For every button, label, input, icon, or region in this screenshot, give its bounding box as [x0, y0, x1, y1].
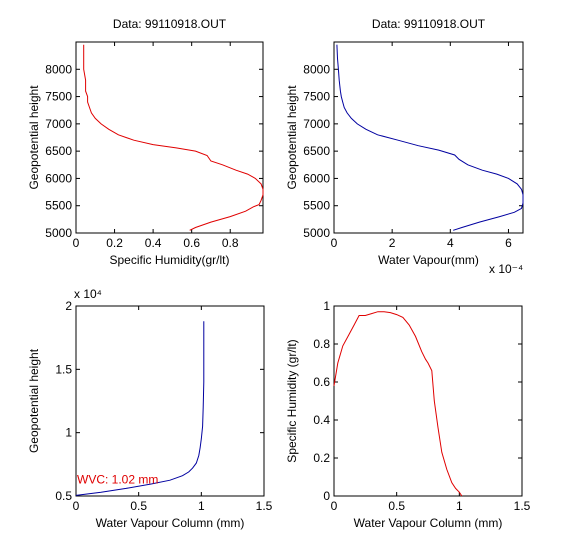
y-tick-label: 0.5 — [55, 489, 72, 503]
x-tick-label: 0.5 — [388, 499, 405, 513]
y-tick-label: 1 — [323, 299, 330, 313]
y-axis-label: Specific Humidity (gr/lt) — [285, 339, 299, 462]
y-tick-label: 0.8 — [313, 337, 330, 351]
y-axis-label: Geopotential height — [27, 85, 41, 190]
y-tick-label: 0.6 — [313, 375, 330, 389]
x-tick-label: 0.5 — [130, 499, 147, 513]
x-axis-label: Water Vapour Column (mm) — [354, 516, 503, 530]
y-tick-label: 0.2 — [313, 451, 330, 465]
chart-title: Data: 99110918.OUT — [372, 17, 486, 31]
y-tick-label: 6000 — [303, 171, 330, 185]
series-line-bottom-left — [75, 321, 205, 496]
y-tick-label: 1 — [65, 426, 72, 440]
series-line-top-left — [83, 44, 264, 231]
y-tick-label: 5500 — [45, 199, 72, 213]
axes-frame — [75, 305, 265, 497]
x-tick-label: 0 — [331, 236, 338, 250]
axes-frame — [333, 41, 524, 234]
x-axis-label: Water Vapour Column (mm) — [96, 516, 245, 530]
y-tick-label: 7000 — [45, 117, 72, 131]
y-tick-label: 2 — [65, 299, 72, 313]
x-axis-label: Water Vapour(mm) — [378, 253, 479, 267]
y-tick-label: 7000 — [303, 117, 330, 131]
chart-title: Data: 99110918.OUT — [113, 17, 227, 31]
x-axis-label: Specific Humidity(gr/lt) — [109, 253, 229, 267]
y-tick-label: 5000 — [45, 226, 72, 240]
y-tick-label: 8000 — [303, 62, 330, 76]
y-tick-label: 7500 — [45, 90, 72, 104]
y-tick-label: 5500 — [303, 199, 330, 213]
wvc-annotation: WVC: 1.02 mm — [77, 473, 158, 487]
y-axis-label: Geopotential height — [285, 85, 299, 190]
x-tick-label: 0 — [331, 499, 338, 513]
y-tick-label: 6500 — [303, 144, 330, 158]
x-tick-label: 1.5 — [256, 499, 273, 513]
x-tick-label: 1 — [456, 499, 463, 513]
x-exponent-label: x 10⁻⁴ — [489, 262, 523, 276]
x-tick-label: 0.4 — [145, 236, 162, 250]
x-tick-label: 1 — [198, 499, 205, 513]
series-line-bottom-right — [333, 311, 463, 497]
y-exponent-label: x 10⁴ — [74, 287, 102, 301]
x-tick-label: 0.6 — [183, 236, 200, 250]
chart-bottom-right: 0 0.5 1 1.5 0 0.2 0.4 0.6 0.8 1 Water Vapour Colum… — [285, 299, 531, 530]
x-tick-label: 2 — [389, 236, 396, 250]
chart-top-left: 0 0.2 0.4 0.6 0.8 5000 5500 6000 6500 7000 7500 800… — [27, 17, 264, 267]
axes-frame — [333, 305, 523, 497]
x-tick-label: 0.2 — [106, 236, 123, 250]
x-tick-label: 0.8 — [222, 236, 239, 250]
y-axis-label: Geopotential height — [27, 348, 41, 453]
x-tick-label: 0 — [73, 499, 80, 513]
x-tick-label: 6 — [505, 236, 512, 250]
y-tick-label: 1.5 — [55, 362, 72, 376]
x-tick-label: 0 — [73, 236, 80, 250]
x-tick-label: 4 — [447, 236, 454, 250]
axes-frame — [75, 41, 264, 234]
y-tick-label: 5000 — [303, 226, 330, 240]
y-tick-label: 7500 — [303, 90, 330, 104]
y-tick-label: 8000 — [45, 62, 72, 76]
y-tick-label: 6000 — [45, 171, 72, 185]
y-tick-label: 0.4 — [313, 413, 330, 427]
series-line-top-right — [336, 44, 524, 231]
x-tick-label: 1.5 — [514, 499, 531, 513]
y-tick-label: 6500 — [45, 144, 72, 158]
y-tick-label: 0 — [323, 489, 330, 503]
chart-top-right: 0 2 4 6 5000 5500 6000 6500 7000 7500 8000 Data: 99… — [285, 17, 524, 276]
